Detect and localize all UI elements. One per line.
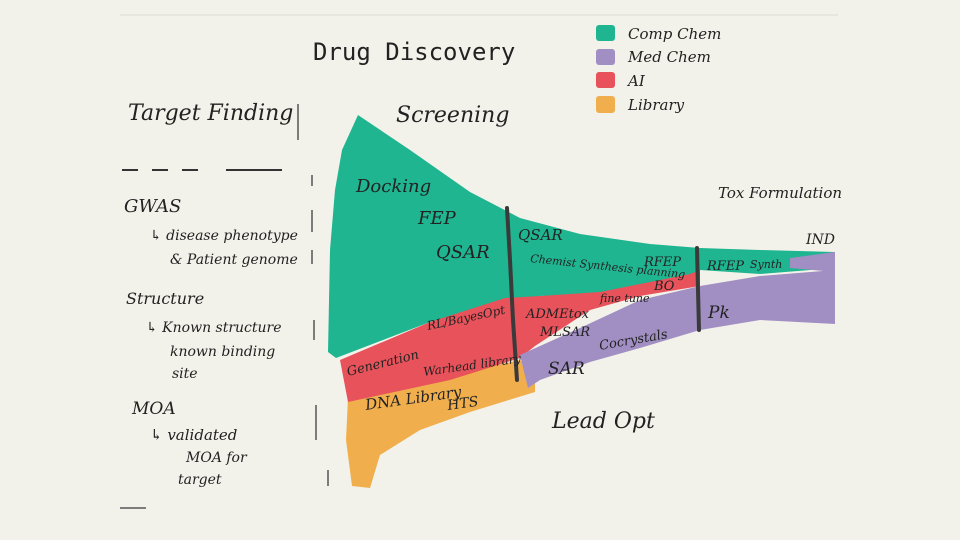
lead-opt-bo: BO [653, 279, 675, 294]
structure-heading: Structure [126, 289, 204, 308]
lead-opt-fine-tune: fine tune [599, 292, 650, 305]
legend-swatch-comp-chem [596, 25, 615, 41]
tox-rfep: RFEP [706, 259, 744, 274]
tox-synth: Synth [750, 258, 782, 271]
screening-hts: HTS [445, 394, 479, 414]
screening-lead-opt-divider [505, 206, 519, 382]
stage-tox-formulation: Tox Formulation [718, 184, 842, 202]
stage-screening: Screening [396, 103, 509, 128]
ai-band [340, 268, 700, 402]
lead-opt-sar: SAR [548, 359, 585, 379]
moa-detail-2: MOA for [185, 450, 248, 466]
lead-opt-tox-divider [695, 246, 701, 332]
funnel [328, 115, 835, 488]
legend-label-med-chem: Med Chem [627, 48, 711, 66]
legend-label-ai: AI [626, 72, 646, 90]
stage-ind: IND [805, 232, 835, 248]
structure-detail-1: ↳ Known structure [146, 320, 282, 336]
legend-swatch-ai [596, 72, 615, 88]
screening-fep: FEP [417, 208, 457, 229]
ind-band [790, 252, 835, 272]
structure-detail-2: known binding [170, 344, 275, 360]
gwas-heading: GWAS [124, 196, 181, 217]
comp-chem-band [328, 115, 835, 358]
left-column-separator [297, 104, 329, 486]
lead-opt-qsar: QSAR [518, 226, 563, 244]
tox-pk: Pk [707, 303, 730, 323]
legend-swatch-library [596, 96, 615, 113]
structure-detail-3: site [172, 366, 198, 382]
screening-qsar: QSAR [436, 242, 490, 263]
gwas-detail-1: ↳ disease phenotype [150, 228, 298, 244]
diagram-title: Drug Discovery [313, 38, 515, 66]
moa-detail-1: ↳ validated [150, 426, 237, 444]
legend-label-library: Library [627, 96, 685, 114]
screening-docking: Docking [355, 176, 431, 197]
moa-heading: MOA [131, 399, 176, 419]
gwas-detail-2: & Patient genome [170, 252, 298, 268]
moa-detail-3: target [178, 472, 222, 488]
legend: Comp Chem Med Chem AI Library [596, 25, 721, 114]
lead-opt-rfep: RFEP [643, 255, 681, 270]
legend-label-comp-chem: Comp Chem [628, 25, 721, 43]
legend-swatch-med-chem [596, 49, 615, 65]
lead-opt-mlsar: MLSAR [539, 325, 590, 340]
lead-opt-admetox: ADMEtox [525, 307, 590, 322]
stage-lead-opt: Lead Opt [551, 409, 655, 434]
med-chem-band [520, 270, 835, 388]
stage-target-finding: Target Finding [128, 101, 293, 126]
